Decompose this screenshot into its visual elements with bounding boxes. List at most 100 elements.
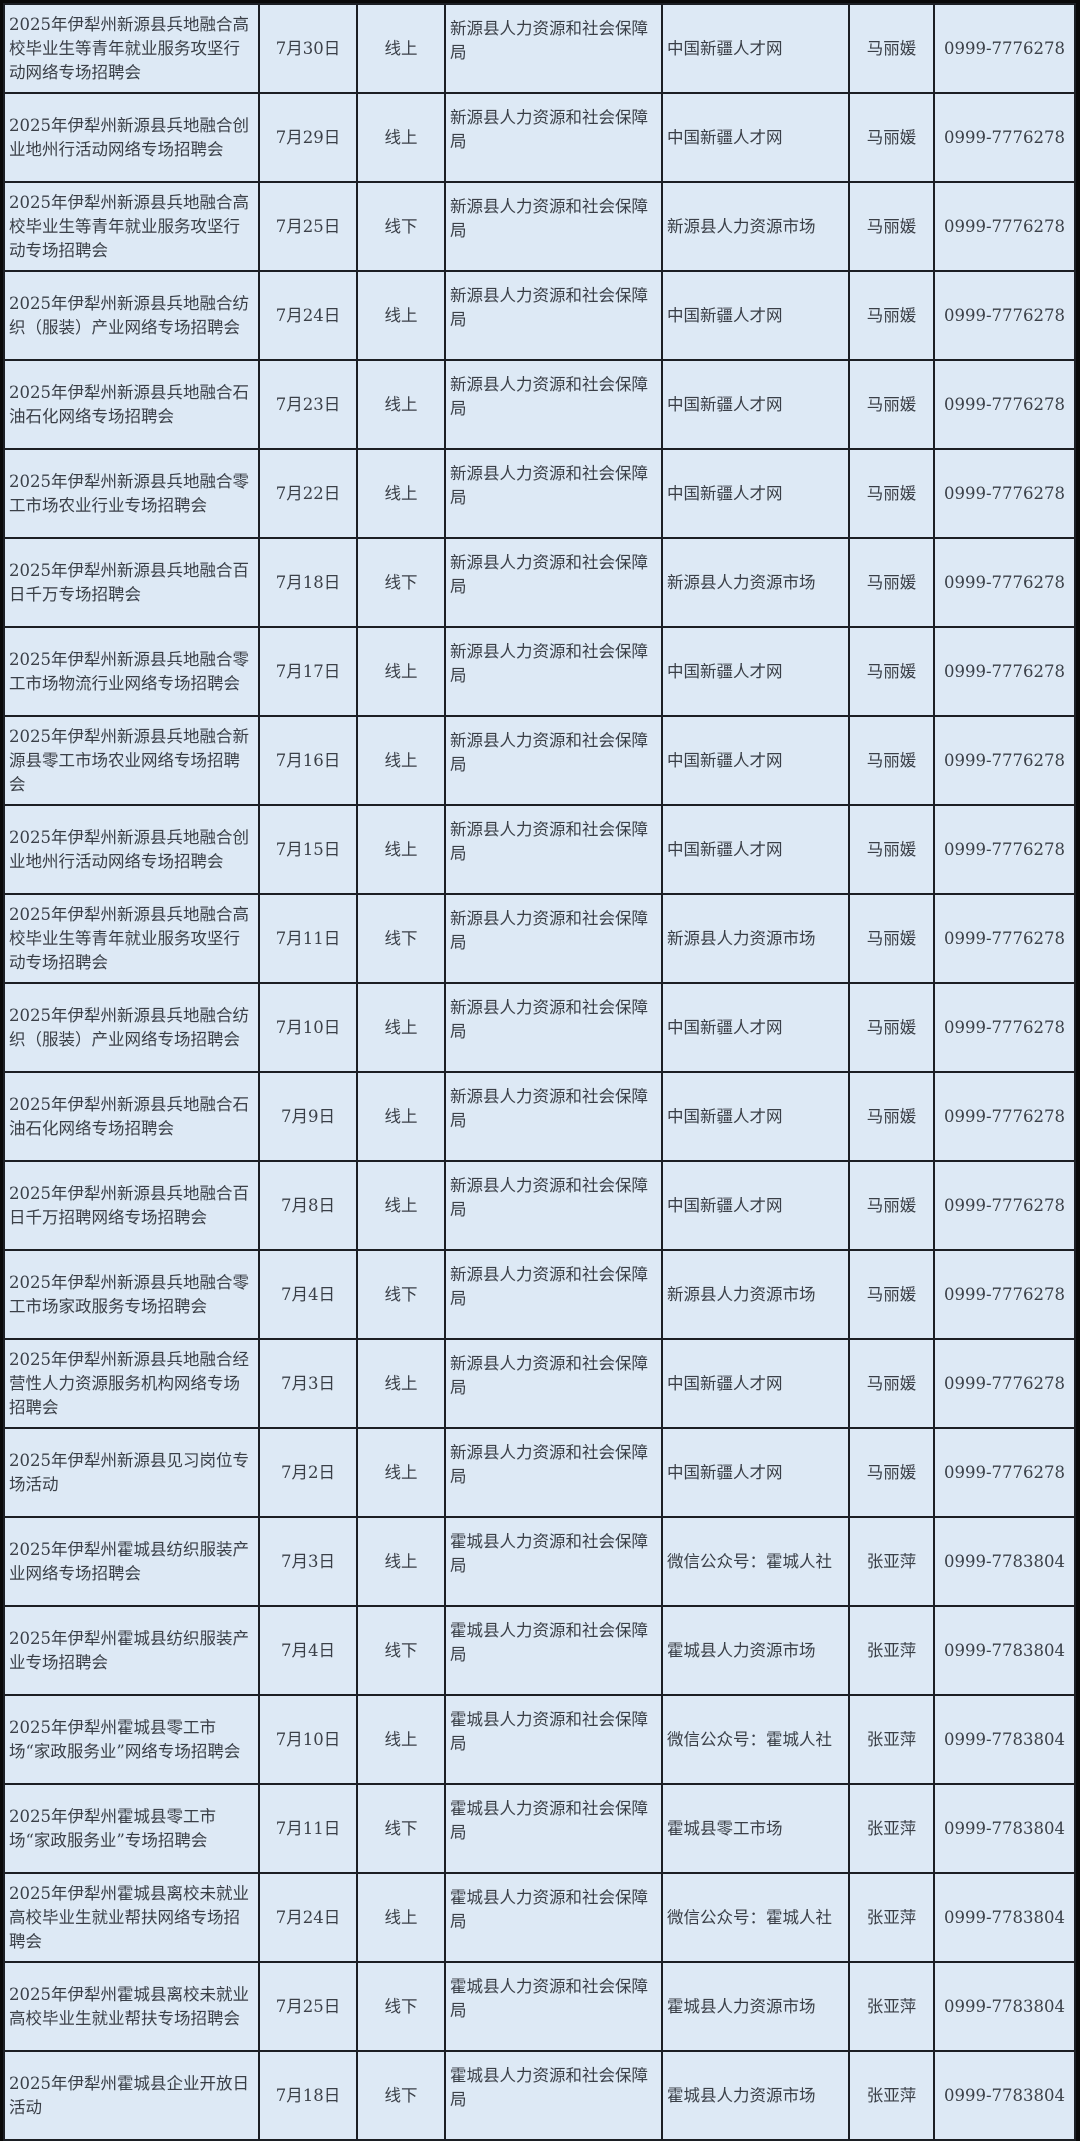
table-row: 2025年伊犁州霍城县离校未就业高校毕业生就业帮扶网络专场招聘会 7月24日 线上霍… (3, 1872, 1076, 1963)
date-cell: 7月22日 (258, 448, 358, 539)
contact-person-cell: 张亚萍 (848, 1516, 935, 1607)
date-cell: 7月10日 (258, 982, 358, 1073)
event-name-cell: 2025年伊犁州新源县兵地融合高校毕业生等青年就业服务攻坚行动专场招聘会 (3, 893, 260, 984)
organizer-cell: 新源县人力资源和社会保障局 (444, 982, 663, 1073)
table-row: 2025年伊犁州新源县兵地融合高校毕业生等青年就业服务攻坚行动专场招聘会 7月11… (3, 893, 1076, 984)
event-name-cell: 2025年伊犁州新源县见习岗位专场活动 (3, 1427, 260, 1518)
mode-cell: 线上 (356, 715, 446, 806)
table-row: 2025年伊犁州新源县兵地融合石油石化网络专场招聘会 7月23日 线上 新源县人力资源… (3, 359, 1076, 450)
mode-cell: 线下 (356, 1249, 446, 1340)
event-name-cell: 2025年伊犁州新源县兵地融合纺织（服装）产业网络专场招聘会 (3, 270, 260, 361)
date-cell: 7月11日 (258, 1783, 358, 1874)
date-cell: 7月2日 (258, 1427, 358, 1518)
job-fair-table-sheet: 2025年伊犁州新源县兵地融合高校毕业生等青年就业服务攻坚行动网络专场招聘会 7月… (3, 3, 1076, 2141)
venue-cell: 霍城县人力资源市场 (661, 2050, 850, 2141)
mode-cell: 线上 (356, 1516, 446, 1607)
phone-cell: 0999-7776278 (933, 92, 1076, 183)
event-name-cell: 2025年伊犁州新源县兵地融合纺织（服装）产业网络专场招聘会 (3, 982, 260, 1073)
phone-cell: 0999-7783804 (933, 1961, 1076, 2052)
table-row: 2025年伊犁州新源县兵地融合百日千万招聘网络专场招聘会 7月8日 线上 新源县人力资… (3, 1160, 1076, 1251)
mode-cell: 线上 (356, 92, 446, 183)
mode-cell: 线下 (356, 893, 446, 984)
table-row: 2025年伊犁州新源县兵地融合高校毕业生等青年就业服务攻坚行动专场招聘会 7月25… (3, 181, 1076, 272)
organizer-cell: 新源县人力资源和社会保障局 (444, 1160, 663, 1251)
mode-cell: 线下 (356, 1961, 446, 2052)
table-row: 2025年伊犁州新源县见习岗位专场活动 7月2日 线上 新源县人力资源和社会保障局 中国… (3, 1427, 1076, 1518)
organizer-cell: 新源县人力资源和社会保障局 (444, 893, 663, 984)
event-name-cell: 2025年伊犁州新源县兵地融合零工市场物流行业网络专场招聘会 (3, 626, 260, 717)
contact-person-cell: 马丽媛 (848, 181, 935, 272)
date-cell: 7月23日 (258, 359, 358, 450)
contact-person-cell: 张亚萍 (848, 1872, 935, 1963)
phone-cell: 0999-7776278 (933, 270, 1076, 361)
date-cell: 7月29日 (258, 92, 358, 183)
phone-cell: 0999-7783804 (933, 2050, 1076, 2141)
phone-cell: 0999-7776278 (933, 537, 1076, 628)
event-name-cell: 2025年伊犁州霍城县离校未就业高校毕业生就业帮扶专场招聘会 (3, 1961, 260, 2052)
phone-cell: 0999-7776278 (933, 1071, 1076, 1162)
mode-cell: 线上 (356, 1160, 446, 1251)
date-cell: 7月11日 (258, 893, 358, 984)
phone-cell: 0999-7783804 (933, 1783, 1076, 1874)
event-name-cell: 2025年伊犁州霍城县离校未就业高校毕业生就业帮扶网络专场招聘会 (3, 1872, 260, 1963)
organizer-cell: 新源县人力资源和社会保障局 (444, 804, 663, 895)
contact-person-cell: 马丽媛 (848, 1427, 935, 1518)
organizer-cell: 霍城县人力资源和社会保障局 (444, 2050, 663, 2141)
phone-cell: 0999-7776278 (933, 181, 1076, 272)
phone-cell: 0999-7783804 (933, 1605, 1076, 1696)
contact-person-cell: 张亚萍 (848, 2050, 935, 2141)
date-cell: 7月16日 (258, 715, 358, 806)
organizer-cell: 新源县人力资源和社会保障局 (444, 1338, 663, 1429)
venue-cell: 中国新疆人才网 (661, 982, 850, 1073)
date-cell: 7月3日 (258, 1338, 358, 1429)
venue-cell: 新源县人力资源市场 (661, 893, 850, 984)
mode-cell: 线上 (356, 626, 446, 717)
venue-cell: 中国新疆人才网 (661, 1071, 850, 1162)
date-cell: 7月10日 (258, 1694, 358, 1785)
table-row: 2025年伊犁州新源县兵地融合百日千万专场招聘会 7月18日 线下 新源县人力资源和社… (3, 537, 1076, 628)
event-name-cell: 2025年伊犁州新源县兵地融合石油石化网络专场招聘会 (3, 359, 260, 450)
contact-person-cell: 马丽媛 (848, 1338, 935, 1429)
date-cell: 7月24日 (258, 1872, 358, 1963)
organizer-cell: 新源县人力资源和社会保障局 (444, 715, 663, 806)
venue-cell: 中国新疆人才网 (661, 270, 850, 361)
date-cell: 7月15日 (258, 804, 358, 895)
mode-cell: 线上 (356, 1694, 446, 1785)
phone-cell: 0999-7783804 (933, 1872, 1076, 1963)
phone-cell: 0999-7776278 (933, 448, 1076, 539)
event-name-cell: 2025年伊犁州新源县兵地融合零工市场家政服务专场招聘会 (3, 1249, 260, 1340)
organizer-cell: 霍城县人力资源和社会保障局 (444, 1694, 663, 1785)
date-cell: 7月3日 (258, 1516, 358, 1607)
table-row: 2025年伊犁州新源县兵地融合创业地州行活动网络专场招聘会 7月29日 线上 新源县人… (3, 92, 1076, 183)
venue-cell: 新源县人力资源市场 (661, 1249, 850, 1340)
organizer-cell: 新源县人力资源和社会保障局 (444, 1071, 663, 1162)
venue-cell: 中国新疆人才网 (661, 1160, 850, 1251)
venue-cell: 中国新疆人才网 (661, 1427, 850, 1518)
mode-cell: 线上 (356, 359, 446, 450)
phone-cell: 0999-7776278 (933, 715, 1076, 806)
phone-cell: 0999-7776278 (933, 359, 1076, 450)
contact-person-cell: 张亚萍 (848, 1694, 935, 1785)
date-cell: 7月18日 (258, 537, 358, 628)
event-name-cell: 2025年伊犁州霍城县纺织服装产业专场招聘会 (3, 1605, 260, 1696)
contact-person-cell: 张亚萍 (848, 1961, 935, 2052)
organizer-cell: 霍城县人力资源和社会保障局 (444, 1961, 663, 2052)
venue-cell: 霍城县零工市场 (661, 1783, 850, 1874)
contact-person-cell: 马丽媛 (848, 1249, 935, 1340)
table-row: 2025年伊犁州新源县兵地融合零工市场农业行业专场招聘会 7月22日 线上 新源县人力… (3, 448, 1076, 539)
event-name-cell: 2025年伊犁州新源县兵地融合零工市场农业行业专场招聘会 (3, 448, 260, 539)
date-cell: 7月25日 (258, 181, 358, 272)
date-cell: 7月4日 (258, 1605, 358, 1696)
event-name-cell: 2025年伊犁州霍城县纺织服装产业网络专场招聘会 (3, 1516, 260, 1607)
table-row: 2025年伊犁州霍城县纺织服装产业网络专场招聘会 7月3日 线上 霍城县人力资源和社会… (3, 1516, 1076, 1607)
venue-cell: 微信公众号：霍城人社 (661, 1694, 850, 1785)
organizer-cell: 新源县人力资源和社会保障局 (444, 181, 663, 272)
organizer-cell: 新源县人力资源和社会保障局 (444, 270, 663, 361)
contact-person-cell: 马丽媛 (848, 982, 935, 1073)
phone-cell: 0999-7776278 (933, 893, 1076, 984)
event-name-cell: 2025年伊犁州新源县兵地融合新源县零工市场农业网络专场招聘会 (3, 715, 260, 806)
contact-person-cell: 张亚萍 (848, 1605, 935, 1696)
organizer-cell: 霍城县人力资源和社会保障局 (444, 1783, 663, 1874)
organizer-cell: 新源县人力资源和社会保障局 (444, 1427, 663, 1518)
organizer-cell: 新源县人力资源和社会保障局 (444, 626, 663, 717)
